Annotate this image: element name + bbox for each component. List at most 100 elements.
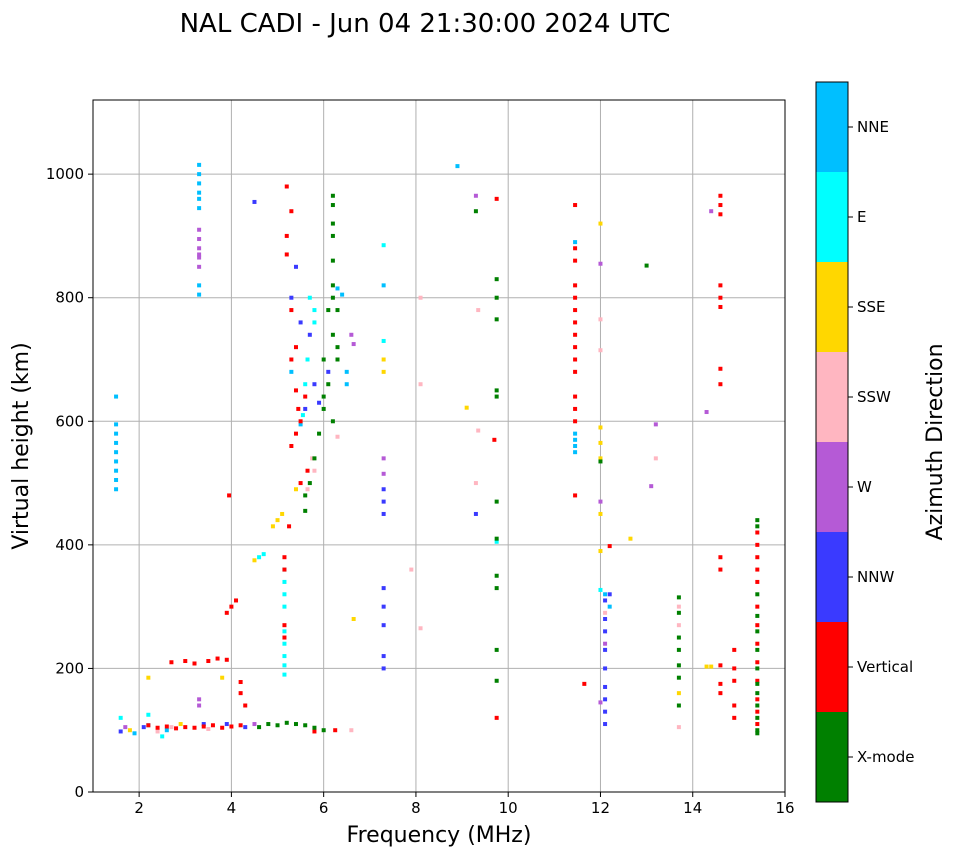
data-point xyxy=(676,725,681,730)
data-point xyxy=(704,664,709,669)
data-point xyxy=(252,722,257,727)
data-point xyxy=(132,731,137,736)
data-point xyxy=(381,357,386,362)
data-point xyxy=(732,647,737,652)
data-point xyxy=(164,728,169,733)
data-point xyxy=(755,715,760,720)
data-point xyxy=(303,382,308,387)
colorbar-label: W xyxy=(857,478,872,496)
data-point xyxy=(409,567,414,572)
data-point xyxy=(381,338,386,343)
data-point xyxy=(603,722,608,727)
data-point xyxy=(127,728,132,733)
data-point xyxy=(333,728,338,733)
data-point xyxy=(293,388,298,393)
plot-frame xyxy=(92,99,786,793)
data-point xyxy=(197,292,202,297)
data-point xyxy=(155,725,160,730)
data-point xyxy=(573,246,578,251)
data-point xyxy=(210,723,215,728)
data-point xyxy=(573,419,578,424)
data-point xyxy=(282,629,287,634)
data-point xyxy=(321,357,326,362)
data-point xyxy=(289,308,294,313)
data-point xyxy=(197,162,202,167)
data-point xyxy=(146,675,151,680)
data-point xyxy=(312,308,317,313)
data-point xyxy=(603,684,608,689)
data-point xyxy=(169,660,174,665)
data-point xyxy=(381,654,386,659)
data-point xyxy=(494,277,499,282)
data-point xyxy=(349,332,354,337)
data-point xyxy=(598,456,603,461)
data-point xyxy=(296,406,301,411)
data-point xyxy=(476,428,481,433)
data-point xyxy=(709,209,714,214)
data-point xyxy=(676,623,681,628)
data-point xyxy=(494,388,499,393)
y-tick-label: 800 xyxy=(55,289,84,307)
data-point xyxy=(755,728,760,733)
data-point xyxy=(598,499,603,504)
data-point xyxy=(197,264,202,269)
colorbar-segment xyxy=(816,82,848,172)
data-point xyxy=(197,246,202,251)
data-point xyxy=(718,193,723,198)
data-point xyxy=(305,468,310,473)
data-point xyxy=(492,437,497,442)
data-point xyxy=(326,308,331,313)
data-point xyxy=(183,725,188,730)
data-point xyxy=(704,410,709,415)
data-point xyxy=(473,511,478,516)
data-point xyxy=(227,493,232,498)
data-point xyxy=(289,295,294,300)
data-point xyxy=(282,592,287,597)
data-point xyxy=(330,233,335,238)
data-point xyxy=(573,203,578,208)
data-point xyxy=(732,703,737,708)
data-point xyxy=(284,252,289,257)
data-point xyxy=(494,536,499,541)
data-point xyxy=(169,725,174,730)
data-point xyxy=(305,357,310,362)
colorbar-segment xyxy=(816,352,848,442)
data-point xyxy=(300,413,305,418)
x-axis-ticks: 2 4 6 8 10 12 14 16 xyxy=(134,792,795,817)
data-point xyxy=(317,431,322,436)
data-point xyxy=(197,181,202,186)
data-point xyxy=(298,481,303,486)
data-point xyxy=(607,604,612,609)
data-point xyxy=(298,422,303,427)
plot-area: 2 4 6 8 10 12 14 16 0 200 400 600 800 1000 xyxy=(46,99,795,817)
data-point xyxy=(464,405,469,410)
data-point xyxy=(206,726,211,731)
data-point xyxy=(330,203,335,208)
data-point xyxy=(146,712,151,717)
data-point xyxy=(755,579,760,584)
data-point xyxy=(718,366,723,371)
data-point xyxy=(603,610,608,615)
data-point xyxy=(473,209,478,214)
colorbar-label: SSW xyxy=(857,388,891,406)
data-point xyxy=(344,382,349,387)
data-point xyxy=(201,724,206,729)
data-point xyxy=(598,459,603,464)
data-point xyxy=(282,555,287,560)
data-point xyxy=(220,675,225,680)
data-point xyxy=(598,440,603,445)
data-point xyxy=(381,243,386,248)
data-point xyxy=(607,592,612,597)
data-point xyxy=(755,660,760,665)
series-nnw xyxy=(118,199,612,734)
data-point xyxy=(573,444,578,448)
data-point xyxy=(755,697,760,702)
data-point xyxy=(335,286,340,291)
data-point xyxy=(312,468,317,473)
data-point xyxy=(344,369,349,374)
data-point xyxy=(598,221,603,226)
data-point xyxy=(598,348,603,353)
colorbar-labels: X-mode Vertical NNW W SSW SSE E NNE xyxy=(848,118,914,766)
data-point xyxy=(351,617,356,621)
